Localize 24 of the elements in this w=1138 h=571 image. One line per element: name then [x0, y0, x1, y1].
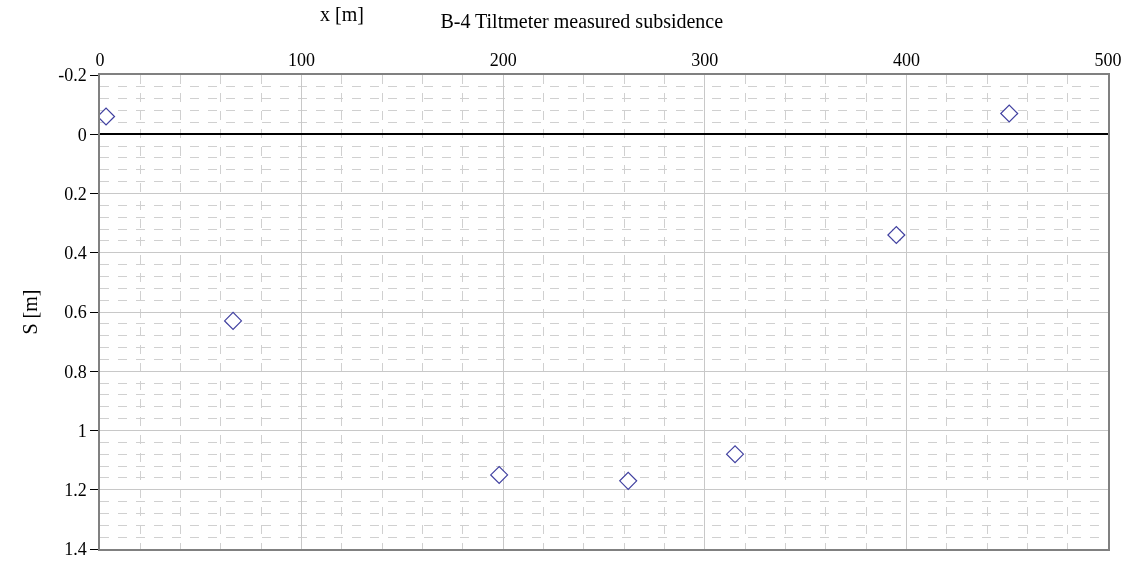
- y-axis-title: S [m]: [19, 289, 42, 335]
- y-tick-label: 0.4: [64, 243, 87, 264]
- point: [490, 465, 509, 484]
- y-tick-label: -0.2: [58, 65, 87, 86]
- x-tick-label: 200: [489, 50, 517, 71]
- point: [619, 471, 638, 490]
- y-tick-label: 1.2: [64, 480, 87, 501]
- y-tick-label: 0.6: [64, 302, 87, 323]
- y-tick-label: 0.2: [64, 183, 87, 204]
- x-tick-label: 400: [892, 50, 920, 71]
- point: [224, 311, 243, 330]
- x-tick-label: 0: [95, 50, 105, 71]
- x-tick-label: 300: [691, 50, 719, 71]
- y-tick-label: 0.8: [64, 361, 87, 382]
- point: [1000, 104, 1019, 123]
- point: [887, 225, 906, 245]
- point: [725, 445, 745, 464]
- y-tick-label: 1.4: [64, 539, 87, 560]
- y-tick-label: 1: [77, 420, 87, 441]
- x-axis-title: x [m]: [320, 3, 364, 25]
- y-tick-label: 0: [77, 124, 87, 145]
- x-tick-label: 500: [1094, 50, 1122, 71]
- x-tick-label: 100: [288, 50, 316, 71]
- chart-title: B-4 Tiltmeter measured subsidence: [440, 10, 724, 33]
